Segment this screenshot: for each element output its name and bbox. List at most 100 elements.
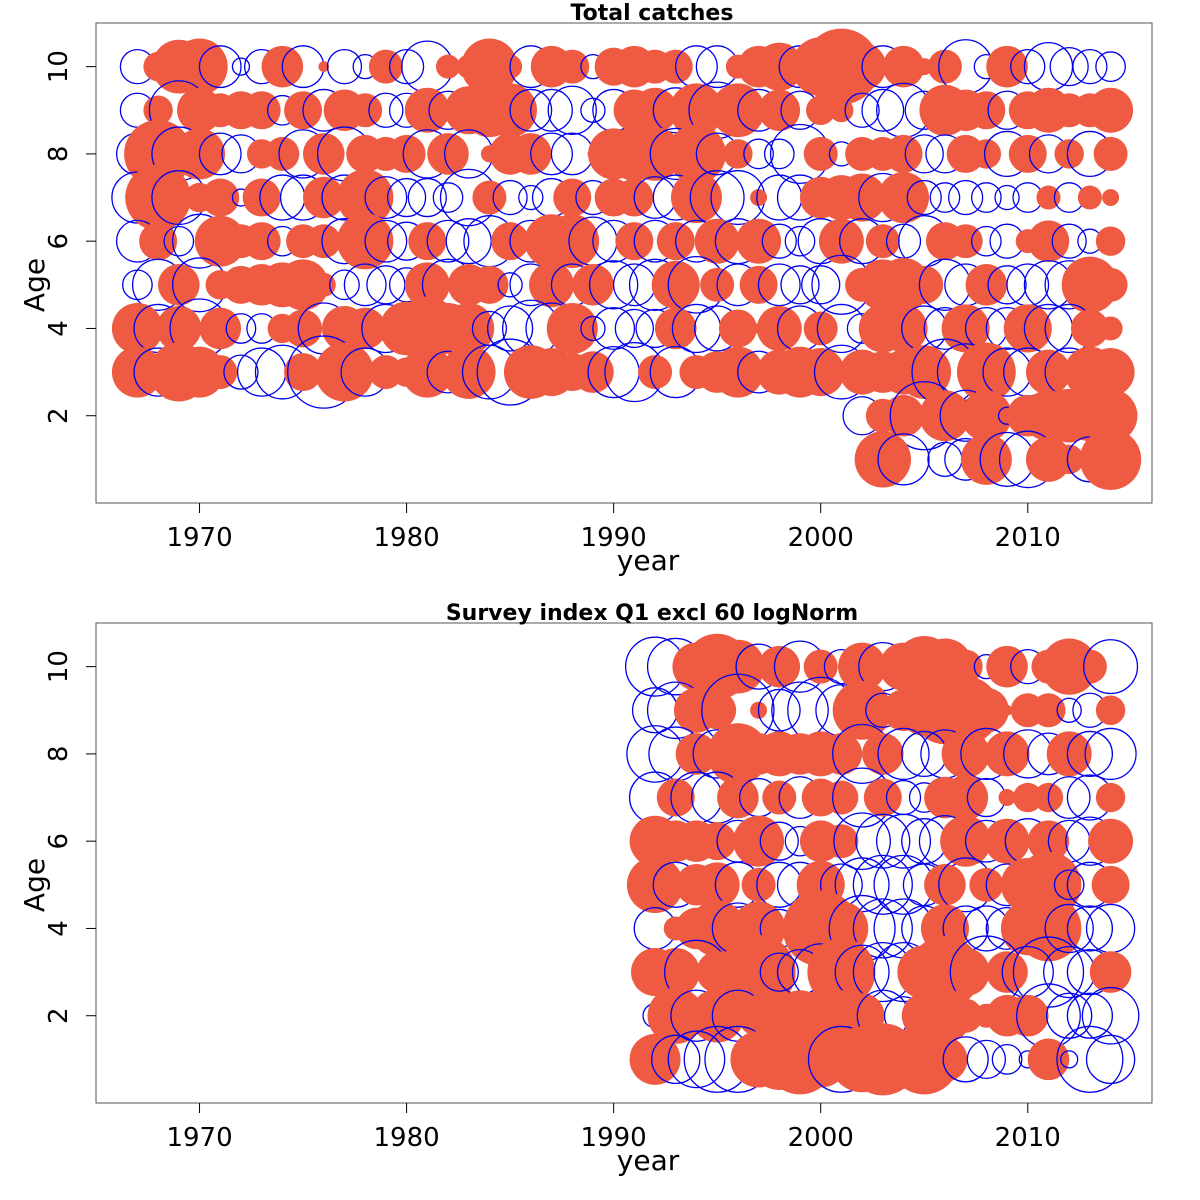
residual-bubble-positive: [199, 307, 242, 350]
residual-bubble-positive: [1088, 87, 1134, 133]
residual-bubble-positive: [1077, 185, 1102, 210]
residual-bubble-negative: [407, 177, 447, 218]
residual-bubble-positive: [941, 948, 990, 997]
residual-bubble-positive: [960, 390, 1012, 442]
residual-bubble-negative: [1060, 1050, 1079, 1069]
residual-bubble-positive: [1093, 136, 1128, 171]
y-tick-label: 10: [44, 650, 74, 683]
residual-bubble-negative: [1006, 263, 1050, 307]
residual-bubble-positive: [711, 639, 765, 694]
residual-bubble-positive: [368, 355, 403, 390]
residual-bubble-negative: [518, 184, 544, 211]
residual-bubble-negative: [1023, 41, 1074, 92]
residual-bubble-negative: [343, 263, 387, 307]
residual-bubble-positive: [111, 302, 163, 354]
x-tick-label: 1980: [374, 1123, 440, 1153]
residual-bubble-positive: [803, 311, 838, 346]
residual-bubble-positive: [572, 351, 614, 393]
x-tick-label: 2000: [788, 1123, 854, 1153]
residual-bubble-positive: [344, 307, 386, 350]
residual-bubble-positive: [824, 824, 859, 859]
residual-bubble-positive: [1091, 865, 1130, 904]
residual-bubble-positive: [820, 733, 863, 775]
x-tick-label: 2000: [788, 523, 854, 553]
residual-bubble-positive: [998, 789, 1016, 807]
residual-bubble-positive: [1046, 731, 1092, 777]
residual-bubble-negative: [743, 138, 774, 170]
residual-bubble-negative: [614, 308, 655, 349]
y-tick-label: 6: [44, 833, 74, 850]
residual-bubble-positive: [277, 259, 329, 311]
residual-bubble-positive: [854, 431, 912, 488]
residual-bubble-negative: [223, 354, 259, 390]
y-tick-label: 8: [44, 146, 74, 163]
residual-bubble-negative: [1046, 992, 1093, 1039]
residual-bubble-positive: [1015, 895, 1082, 962]
x-axis-label: year: [617, 544, 680, 577]
y-tick-label: 4: [44, 320, 74, 337]
residual-bubble-positive: [311, 272, 336, 297]
residual-bubble-negative: [844, 92, 880, 128]
residual-bubble-positive: [865, 224, 900, 259]
residual-bubble-negative: [763, 138, 795, 170]
residual-bubble-negative: [198, 45, 242, 89]
residual-bubble-negative: [1085, 1034, 1136, 1085]
residual-bubble-positive: [651, 948, 700, 997]
residual-bubble-negative: [326, 48, 363, 85]
residual-bubble-positive: [203, 355, 238, 390]
residual-bubble-negative: [426, 219, 470, 263]
residual-bubble-negative: [877, 727, 930, 781]
residual-bubble-positive: [1072, 649, 1107, 684]
residual-bubble-positive: [626, 856, 684, 913]
residual-bubble-positive: [472, 180, 507, 215]
residual-bubble-negative: [364, 176, 408, 220]
residual-bubble-negative: [547, 85, 597, 135]
residual-bubble-negative: [626, 725, 684, 783]
residual-bubble-positive: [986, 45, 1028, 88]
residual-bubble-positive: [733, 815, 785, 867]
x-tick-label: 2010: [995, 523, 1061, 553]
residual-bubble-positive: [758, 89, 801, 132]
residual-bubble-positive: [1025, 349, 1071, 395]
residual-bubble-positive: [555, 49, 590, 84]
residual-bubble-positive: [572, 264, 614, 306]
residual-bubble-negative: [1066, 992, 1114, 1039]
residual-bubble-positive: [818, 218, 864, 264]
residual-bubble-positive: [924, 864, 966, 906]
residual-bubble-positive: [694, 218, 740, 264]
residual-bubble-negative: [667, 1030, 726, 1089]
residual-bubble-positive: [698, 691, 737, 730]
residual-bubble-positive: [669, 83, 724, 138]
residual-bubble-negative: [929, 182, 961, 213]
residual-bubble-positive: [647, 987, 704, 1044]
residual-bubble-negative: [1049, 46, 1089, 87]
residual-bubble-negative: [588, 260, 639, 310]
x-tick-label: 1980: [374, 523, 440, 553]
residual-bubble-positive: [878, 172, 930, 224]
residual-bubble-positive: [736, 218, 782, 264]
residual-bubble-positive: [1054, 139, 1084, 169]
residual-bubble-positive: [156, 305, 202, 351]
residual-bubble-negative: [757, 688, 801, 732]
residual-bubble-negative: [906, 179, 942, 216]
y-tick-label: 2: [44, 407, 74, 424]
residual-bubble-negative: [198, 132, 242, 176]
residual-bubble-negative: [994, 184, 1020, 211]
residual-bubble-positive: [1102, 189, 1120, 207]
bubble-layer: [624, 633, 1140, 1096]
residual-bubble-positive: [863, 778, 902, 817]
residual-bubble-positive: [879, 304, 928, 353]
residual-bubble-positive: [1086, 348, 1135, 397]
residual-bubble-negative: [852, 854, 913, 915]
residual-bubble-negative: [757, 263, 801, 307]
residual-bubble-positive: [1013, 782, 1043, 813]
residual-bubble-positive: [941, 729, 990, 778]
chart-title: Survey index Q1 excl 60 logNorm: [446, 601, 858, 626]
residual-bubble-negative: [388, 48, 425, 85]
residual-bubble-positive: [306, 224, 341, 259]
residual-bubble-positive: [546, 302, 598, 354]
residual-bubble-positive: [315, 342, 374, 402]
residual-bubble-positive: [1054, 444, 1084, 475]
residual-bubble-positive: [838, 173, 887, 222]
